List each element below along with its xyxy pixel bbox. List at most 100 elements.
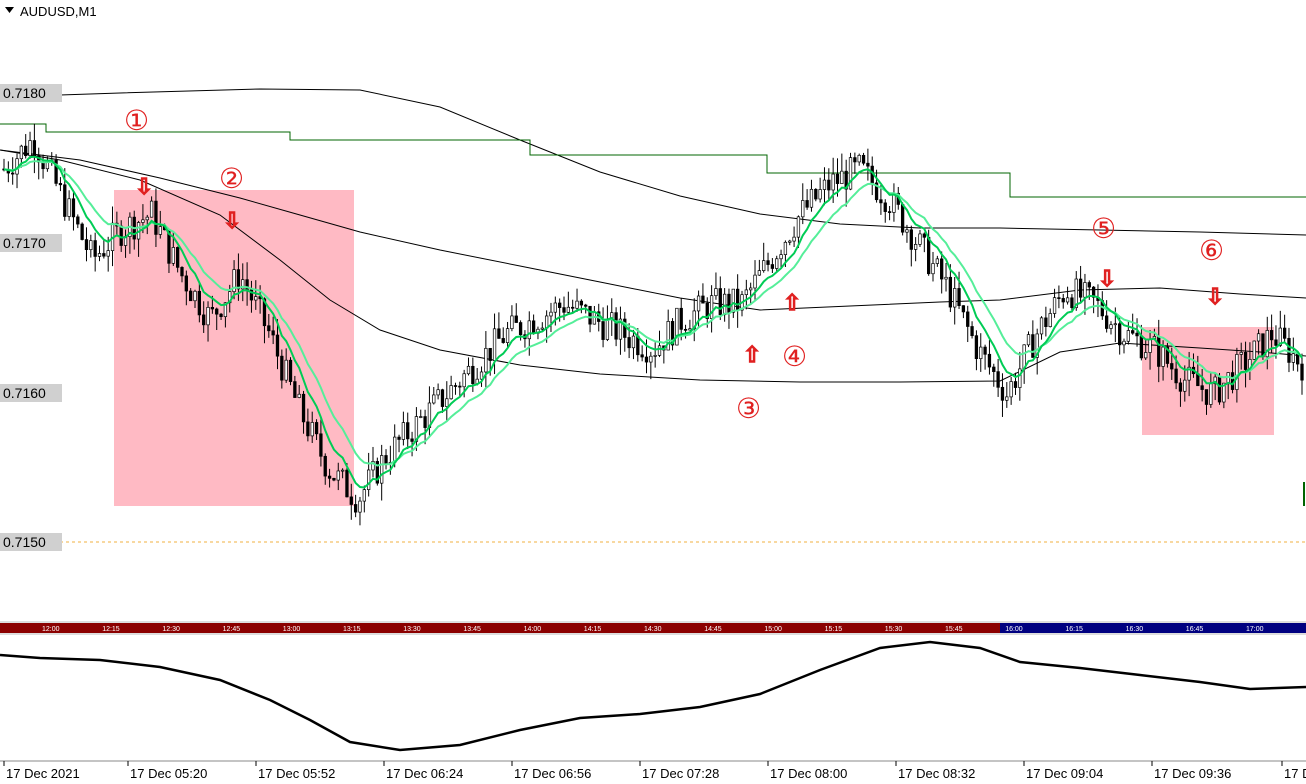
candle-body xyxy=(145,216,149,221)
candle-body xyxy=(827,179,831,191)
candle-body xyxy=(102,253,106,257)
candle-body xyxy=(1104,315,1109,329)
annotation-number-4: ④ xyxy=(782,340,807,373)
candle-body xyxy=(1291,353,1295,363)
time-axis-label: 17 Dec 05:20 xyxy=(130,766,207,781)
candle-body xyxy=(1144,352,1148,359)
session-label: 12:00 xyxy=(42,626,60,633)
candle-body xyxy=(314,422,319,435)
ema-slow-line xyxy=(3,160,1303,467)
candle-body xyxy=(905,229,909,233)
candle-body xyxy=(410,438,414,442)
candle-body xyxy=(618,318,623,340)
candle-body xyxy=(76,216,80,225)
candle-body xyxy=(158,226,162,235)
annotation-number-3: ③ xyxy=(736,392,761,425)
candle-body xyxy=(653,355,657,357)
candle-body xyxy=(1000,386,1005,401)
candle-body xyxy=(709,295,714,319)
candle-body xyxy=(301,393,306,423)
candle-body xyxy=(762,260,766,271)
candle-body xyxy=(987,353,992,368)
candle-body xyxy=(488,347,492,361)
candle-body xyxy=(670,321,675,346)
candle-body xyxy=(514,315,518,323)
candle-body xyxy=(922,233,926,238)
candle-body xyxy=(718,288,722,316)
candle-body xyxy=(484,347,488,373)
candle-body xyxy=(614,312,618,340)
candle-body xyxy=(1078,278,1083,298)
candle-body xyxy=(844,170,848,190)
candle-body xyxy=(1135,332,1139,337)
candle-body xyxy=(809,188,814,208)
time-axis-label: 17 Dec 09:36 xyxy=(1154,766,1231,781)
candle-body xyxy=(727,293,731,313)
candle-body xyxy=(393,436,397,463)
candle-body xyxy=(640,354,644,358)
candle-body xyxy=(744,289,748,296)
candle-body xyxy=(775,258,779,269)
candle-body xyxy=(931,263,935,275)
down-arrow-icon: ⇩ xyxy=(135,175,153,200)
candle-body xyxy=(1126,330,1131,342)
candle-body xyxy=(380,455,384,484)
candle-body xyxy=(284,359,288,381)
candle-body xyxy=(696,295,701,312)
candle-body xyxy=(445,398,449,407)
candle-body xyxy=(957,288,961,306)
time-axis: 17 Dec 2021 17 Dec 05:20 17 Dec 05:52 17 De… xyxy=(3,761,1306,781)
candle-body xyxy=(232,269,236,292)
candle-body xyxy=(666,321,670,351)
candle-body xyxy=(1209,383,1213,405)
session-label: 15:15 xyxy=(825,626,843,633)
candle-body xyxy=(71,198,76,218)
candle-body xyxy=(466,365,471,375)
candle-body xyxy=(736,288,740,311)
session-label: 14:30 xyxy=(644,626,662,633)
annotation-number-2: ② xyxy=(219,162,244,195)
candle-body xyxy=(371,461,375,471)
session-label: 12:30 xyxy=(162,626,180,633)
candle-body xyxy=(1109,324,1113,329)
candle-body xyxy=(319,433,323,457)
candle-body xyxy=(1256,333,1261,342)
candle-body xyxy=(940,258,944,280)
collapse-triangle-icon[interactable] xyxy=(5,7,14,13)
candle-body xyxy=(749,287,753,291)
price-label-2: 0.7160 xyxy=(3,385,46,401)
candle-body xyxy=(575,300,579,309)
candle-body xyxy=(1031,334,1035,358)
candle-body xyxy=(180,267,184,277)
candle-body xyxy=(254,296,258,301)
candle-body xyxy=(584,304,588,307)
candle-body xyxy=(358,500,362,513)
candle-body xyxy=(340,469,345,472)
candle-body xyxy=(714,288,718,297)
candle-body xyxy=(1039,317,1044,335)
candle-body xyxy=(840,170,844,184)
candle-body xyxy=(223,302,228,318)
candle-body xyxy=(796,216,801,238)
candle-body xyxy=(215,308,219,315)
candle-body xyxy=(866,162,870,167)
candle-body xyxy=(406,422,410,440)
candle-body xyxy=(462,373,466,388)
time-axis-label: 17 Dec 08:00 xyxy=(770,766,847,781)
up-arrow-icon: ⇧ xyxy=(743,343,761,368)
candle-body xyxy=(106,250,110,257)
candle-body xyxy=(1044,317,1048,327)
candle-body xyxy=(918,233,922,245)
candle-body xyxy=(193,290,197,302)
candle-body xyxy=(419,416,423,418)
candle-body xyxy=(531,320,536,334)
candle-body xyxy=(497,328,501,339)
candle-body xyxy=(97,253,102,257)
candle-body xyxy=(627,337,631,349)
candle-body xyxy=(783,241,788,255)
candle-body xyxy=(510,315,514,329)
price-label-0: 0.7180 xyxy=(3,85,46,101)
candle-body xyxy=(1161,346,1165,367)
candle-body xyxy=(1061,298,1065,303)
